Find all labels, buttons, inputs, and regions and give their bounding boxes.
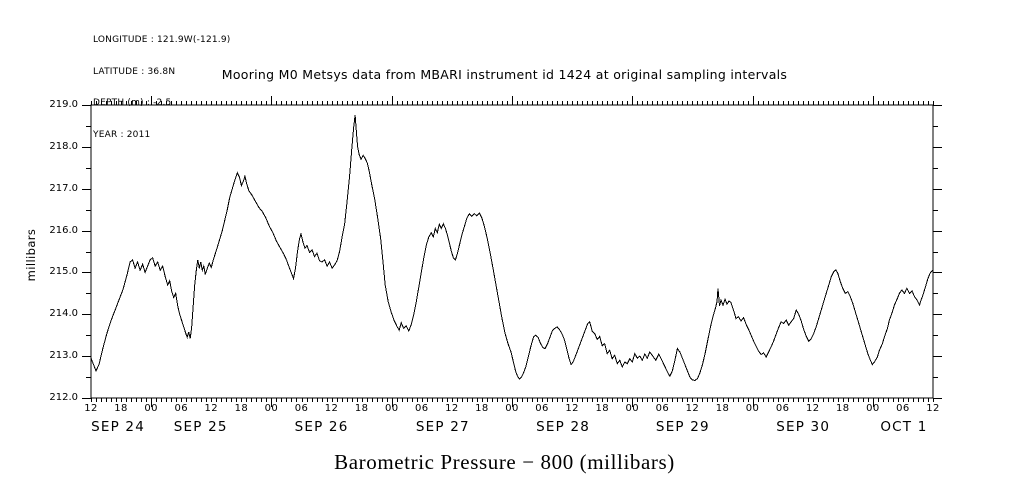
x-hour-label: 18 — [836, 403, 850, 414]
x-hour-label: 00 — [384, 403, 399, 414]
x-date-label: SEP 25 — [173, 419, 228, 435]
metadata-latitude: LATITUDE : 36.8N — [93, 66, 176, 77]
y-tick-label: 212.0 — [49, 392, 78, 403]
x-hour-label: 06 — [294, 403, 309, 414]
x-date-label: SEP 30 — [776, 419, 831, 435]
y-tick-label: 218.0 — [49, 140, 78, 152]
x-hour-label: 12 — [324, 403, 339, 414]
x-hour-label: 00 — [745, 403, 760, 414]
metadata-block: LONGITUDE : 121.9W(-121.9) LATITUDE : 36… — [93, 14, 231, 161]
x-hour-label: 12 — [805, 403, 820, 414]
x-hour-label: 12 — [445, 403, 459, 414]
y-tick-label: 213.0 — [49, 350, 78, 362]
x-hour-label: 00 — [264, 403, 279, 414]
x-axis-title: Barometric Pressure − 800 (millibars) — [334, 450, 675, 474]
x-hour-label: 18 — [715, 403, 730, 414]
x-date-label: SEP 26 — [294, 419, 349, 435]
x-hour-label: 18 — [114, 403, 128, 414]
x-hour-label: 06 — [896, 403, 910, 414]
x-hour-label: 06 — [174, 403, 188, 414]
x-date-label: SEP 27 — [415, 419, 470, 435]
x-hour-label: 06 — [535, 403, 549, 414]
y-tick-label: 219.0 — [49, 99, 78, 110]
metadata-longitude: LONGITUDE : 121.9W(-121.9) — [93, 35, 231, 45]
x-hour-label: 06 — [655, 403, 670, 414]
x-date-label: SEP 29 — [655, 419, 710, 435]
x-hour-label: 00 — [144, 403, 158, 414]
x-date-label: SEP 28 — [536, 419, 591, 435]
x-date-label: SEP 24 — [91, 419, 146, 435]
y-axis-title: millibars — [24, 228, 38, 282]
metadata-depth: DEPTH (m) : -2.5 — [93, 98, 172, 108]
y-tick-label: 215.0 — [49, 266, 78, 278]
y-tick-label: 216.0 — [49, 224, 78, 236]
x-hour-label: 18 — [354, 403, 369, 414]
x-hour-label: 12 — [565, 403, 579, 414]
x-hour-label: 18 — [595, 403, 609, 414]
x-hour-label: 12 — [204, 403, 219, 414]
x-hour-label: 12 — [685, 403, 700, 414]
x-hour-label: 18 — [234, 403, 249, 414]
x-hour-label: 00 — [866, 403, 880, 414]
chart-title: Mooring M0 Metsys data from MBARI instru… — [221, 67, 788, 82]
x-hour-label: 00 — [625, 403, 640, 414]
metadata-year: YEAR : 2011 — [93, 129, 151, 140]
y-tick-label: 217.0 — [49, 182, 78, 194]
x-hour-label: 18 — [475, 403, 489, 414]
x-hour-label: 06 — [415, 403, 429, 414]
pressure-line — [90, 114, 934, 381]
x-hour-label: 00 — [505, 403, 519, 414]
x-hour-label: 12 — [84, 403, 98, 414]
x-hour-label: 12 — [926, 403, 940, 414]
x-hour-label: 06 — [775, 403, 790, 414]
x-date-label: OCT 1 — [880, 419, 928, 435]
y-tick-label: 214.0 — [49, 308, 78, 320]
